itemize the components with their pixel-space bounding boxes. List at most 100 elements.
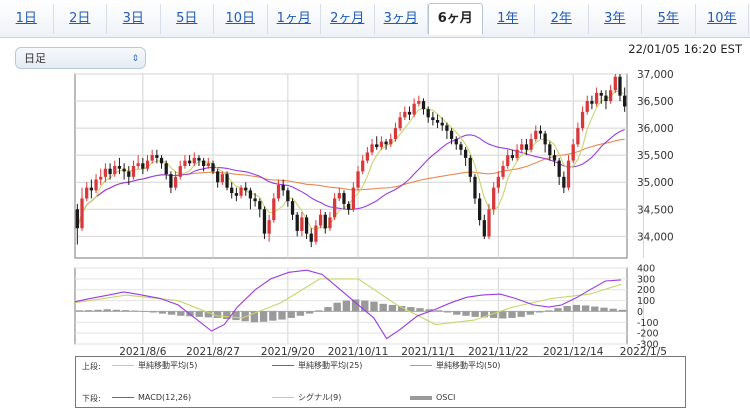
price-y-tick-label: 35,500 bbox=[637, 150, 674, 162]
macd-panel-frame bbox=[74, 267, 628, 345]
x-tick-label: 2021/9/20 bbox=[261, 346, 315, 356]
tab-1ヶ月[interactable]: 1ヶ月 bbox=[268, 4, 321, 34]
candle-body bbox=[585, 101, 589, 112]
tab-2年[interactable]: 2年 bbox=[535, 4, 589, 34]
x-tick-label: 2021/8/27 bbox=[186, 346, 240, 356]
tab-3年[interactable]: 3年 bbox=[589, 4, 642, 34]
candle-body bbox=[103, 168, 108, 177]
candle-body bbox=[159, 157, 164, 164]
period-select-value: 日足 bbox=[24, 52, 46, 65]
osci-bar bbox=[140, 311, 148, 312]
candle-body bbox=[187, 160, 192, 164]
x-tick-label: 2021/8/6 bbox=[119, 346, 166, 356]
tab-2日[interactable]: 2日 bbox=[54, 4, 107, 34]
candle-body bbox=[482, 220, 486, 237]
candle-body bbox=[576, 128, 580, 145]
osci-bar bbox=[581, 305, 590, 312]
candle-body bbox=[552, 155, 557, 161]
candle-body bbox=[173, 176, 178, 188]
candle-body bbox=[623, 95, 627, 107]
osci-bar bbox=[195, 311, 203, 317]
candle-body bbox=[80, 198, 84, 229]
candle-body bbox=[618, 76, 622, 96]
tab-3日[interactable]: 3日 bbox=[107, 4, 161, 34]
tab-5年[interactable]: 5年 bbox=[642, 4, 696, 34]
price-panel-frame bbox=[74, 73, 628, 259]
osci-bar bbox=[517, 311, 525, 317]
tab-1日[interactable]: 1日 bbox=[0, 4, 54, 34]
timestamp: 22/01/05 16:20 EST bbox=[628, 42, 742, 56]
osci-bar bbox=[278, 311, 286, 320]
osci-bar bbox=[305, 311, 314, 314]
price-y-tick-label: 36,000 bbox=[637, 123, 674, 135]
candle-body bbox=[520, 144, 524, 150]
legend-item-upper-1: 単純移動平均(25) bbox=[272, 360, 362, 372]
osci-bar bbox=[554, 308, 562, 312]
candle-body bbox=[272, 198, 276, 221]
period-select[interactable]: 日足 ⇕ bbox=[15, 47, 146, 69]
osci-bar bbox=[397, 306, 406, 312]
osci-bar bbox=[269, 311, 277, 321]
osci-bar bbox=[609, 308, 617, 312]
osci-bar bbox=[453, 311, 461, 315]
candle-body bbox=[131, 166, 136, 177]
osci-bar bbox=[213, 311, 222, 318]
candle-body bbox=[304, 217, 309, 234]
candle-body bbox=[468, 157, 472, 177]
signal-line bbox=[74, 278, 622, 326]
candle-body bbox=[169, 174, 173, 188]
osci-bar bbox=[287, 311, 295, 318]
macd-y-tick-label: 0 bbox=[637, 307, 643, 318]
legend-swatch bbox=[112, 397, 134, 398]
osci-bar bbox=[204, 311, 213, 318]
candle-body bbox=[258, 201, 262, 210]
candle-body bbox=[150, 155, 154, 161]
candle-body bbox=[351, 187, 355, 210]
candle-body bbox=[85, 187, 89, 199]
osci-bar bbox=[177, 311, 185, 316]
legend-swatch bbox=[272, 365, 294, 366]
macd-line bbox=[74, 269, 622, 340]
tab-10日[interactable]: 10日 bbox=[214, 4, 268, 34]
candle-body bbox=[440, 122, 444, 126]
candle-body bbox=[295, 214, 299, 231]
legend-item-lower-0: MACD(12,26) bbox=[112, 392, 191, 404]
osci-bar bbox=[158, 311, 167, 314]
candle-body bbox=[538, 130, 543, 134]
candle-body bbox=[253, 198, 257, 202]
candle-body bbox=[613, 76, 617, 91]
candle-body bbox=[192, 157, 196, 164]
tab-5日[interactable]: 5日 bbox=[161, 4, 214, 34]
candle-body bbox=[127, 171, 131, 177]
candle-body bbox=[136, 163, 140, 166]
sma25-line bbox=[76, 128, 625, 229]
tab-3ヶ月[interactable]: 3ヶ月 bbox=[375, 4, 428, 34]
macd-y-tick-label: 300 bbox=[637, 274, 655, 285]
candle-body bbox=[234, 193, 239, 196]
osci-bar bbox=[259, 311, 268, 322]
candle-body bbox=[164, 163, 168, 175]
tab-10年[interactable]: 10年 bbox=[696, 4, 749, 34]
candle-body bbox=[379, 141, 384, 148]
candle-body bbox=[454, 138, 458, 145]
macd-y-tick-label: 200 bbox=[637, 285, 655, 296]
candle-body bbox=[248, 190, 253, 199]
macd-y-tick-label: -300 bbox=[637, 340, 659, 351]
osci-bar bbox=[324, 307, 332, 312]
candle-body bbox=[117, 166, 122, 169]
price-y-tick-label: 36,500 bbox=[637, 96, 674, 108]
osci-bar bbox=[121, 310, 130, 312]
tab-2ヶ月[interactable]: 2ヶ月 bbox=[321, 4, 375, 34]
osci-bar bbox=[370, 301, 378, 312]
candle-body bbox=[262, 209, 267, 234]
legend-upper-label: 上段: bbox=[82, 362, 101, 371]
osci-bar bbox=[618, 309, 627, 312]
tab-1年[interactable]: 1年 bbox=[482, 4, 535, 34]
tab-6ヶ月[interactable]: 6ヶ月 bbox=[428, 3, 483, 35]
candle-body bbox=[202, 160, 206, 166]
osci-bar bbox=[85, 310, 93, 312]
candle-body bbox=[557, 160, 561, 177]
legend-label: 単純移動平均(25) bbox=[298, 361, 363, 370]
candle-body bbox=[300, 217, 304, 231]
osci-bar bbox=[223, 311, 231, 320]
